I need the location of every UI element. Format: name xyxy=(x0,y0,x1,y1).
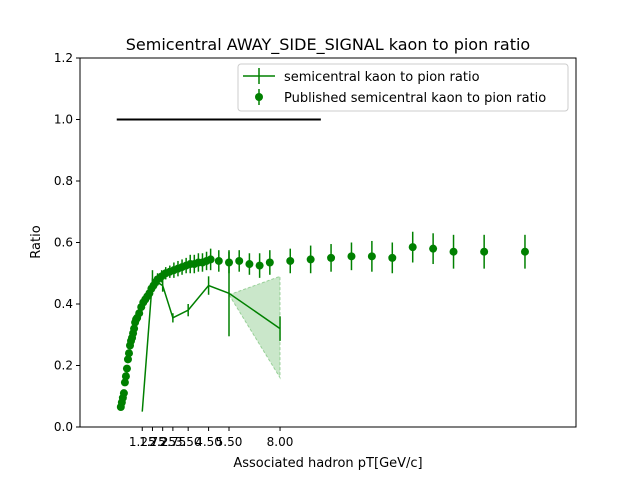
y-tick-label: 0.6 xyxy=(54,236,73,250)
published-data-point xyxy=(388,253,397,262)
published-data-point xyxy=(120,378,129,387)
published-data-point xyxy=(265,258,274,267)
published-data-point xyxy=(122,364,131,373)
published-data-point xyxy=(245,260,254,269)
published-data-point xyxy=(130,324,139,333)
y-tick-label: 1.0 xyxy=(54,113,73,127)
legend-box xyxy=(237,63,569,112)
legend-label-semicentral: semicentral kaon to pion ratio xyxy=(284,70,480,85)
legend-point-marker xyxy=(255,89,263,105)
published-data-point xyxy=(306,255,315,264)
published-data-point xyxy=(225,258,234,267)
x-tick-label: 1.75 xyxy=(139,435,166,449)
y-tick-label: 1.2 xyxy=(54,51,73,65)
published-data-point xyxy=(408,243,417,252)
x-tick-label: 2.75 xyxy=(160,435,187,449)
published-data-point xyxy=(206,255,215,264)
published-data-point xyxy=(235,256,244,265)
x-tick-label: 2.25 xyxy=(149,435,176,449)
legend: semicentral kaon to pion ratio Published… xyxy=(237,63,569,112)
published-data-point xyxy=(347,252,356,261)
y-axis-label: Ratio xyxy=(29,225,44,258)
published-data-point xyxy=(520,247,529,256)
y-tick-label: 0.2 xyxy=(54,359,73,373)
x-axis-label: Associated hadron pT[GeV/c] xyxy=(233,456,422,471)
legend-label-published: Published semicentral kaon to pion ratio xyxy=(284,91,546,106)
published-data-point xyxy=(119,389,128,398)
x-axis: 1.251.752.252.753.504.505.50 8.00 xyxy=(129,427,293,449)
x-tick-label: 5.50 xyxy=(216,435,243,449)
published-data-point xyxy=(121,372,130,381)
chart-title: Semicentral AWAY_SIDE_SIGNAL kaon to pio… xyxy=(126,35,530,55)
x-tick-label: 1.25 xyxy=(129,435,156,449)
y-axis: 0.0 0.2 0.4 0.6 0.8 1.0 1.2 xyxy=(54,51,80,434)
x-tick-label: 3.50 xyxy=(175,435,202,449)
published-data-point xyxy=(214,256,223,265)
published-data-point xyxy=(286,256,295,265)
y-tick-label: 0.4 xyxy=(54,297,73,311)
y-tick-label: 0.0 xyxy=(54,420,73,434)
legend-line-marker xyxy=(243,68,275,84)
published-data-point xyxy=(449,247,458,256)
x-tick-label: 4.50 xyxy=(195,435,222,449)
published-data-point xyxy=(123,355,132,364)
y-tick-label: 0.8 xyxy=(54,174,73,188)
published-data-point xyxy=(255,261,264,270)
published-data-point xyxy=(124,349,133,358)
plot-area xyxy=(116,118,529,412)
published-data-point xyxy=(327,253,336,262)
published-data-point xyxy=(367,252,376,261)
published-data-point xyxy=(429,244,438,253)
published-data-point xyxy=(480,247,489,256)
x-tick-label: 8.00 xyxy=(267,435,294,449)
